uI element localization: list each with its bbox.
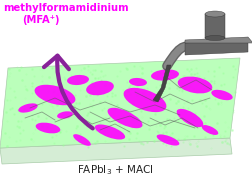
Ellipse shape — [18, 103, 38, 113]
Text: methylformamidinium: methylformamidinium — [3, 3, 128, 13]
Polygon shape — [152, 65, 170, 102]
Ellipse shape — [129, 78, 146, 86]
Ellipse shape — [94, 125, 125, 139]
Ellipse shape — [204, 36, 224, 40]
Ellipse shape — [156, 134, 179, 146]
Ellipse shape — [123, 88, 166, 112]
Text: FAPbI$_3$ + MACl: FAPbI$_3$ + MACl — [76, 163, 153, 177]
Ellipse shape — [107, 108, 142, 128]
Ellipse shape — [36, 123, 60, 133]
Polygon shape — [184, 37, 252, 43]
Ellipse shape — [57, 111, 73, 119]
Ellipse shape — [201, 125, 217, 135]
Polygon shape — [0, 138, 231, 164]
Ellipse shape — [67, 75, 89, 85]
Ellipse shape — [73, 134, 90, 146]
Ellipse shape — [35, 85, 75, 105]
Ellipse shape — [86, 81, 113, 95]
Text: (MFA⁺): (MFA⁺) — [22, 15, 59, 25]
Ellipse shape — [176, 109, 203, 127]
Ellipse shape — [150, 69, 178, 81]
Ellipse shape — [210, 90, 232, 100]
Polygon shape — [204, 14, 224, 38]
FancyArrowPatch shape — [44, 56, 92, 128]
Ellipse shape — [204, 11, 224, 17]
Ellipse shape — [177, 77, 211, 93]
Polygon shape — [184, 40, 247, 55]
Polygon shape — [0, 58, 239, 148]
